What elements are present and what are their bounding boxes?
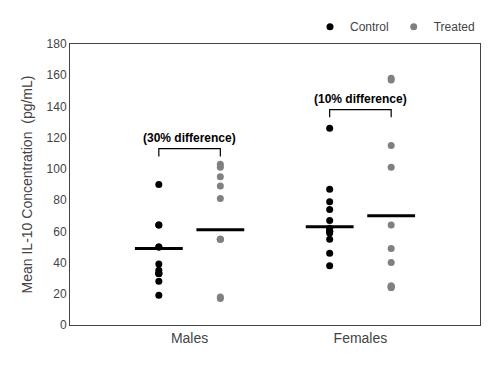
svg-text:0: 0 (60, 318, 67, 332)
svg-text:(10% difference): (10% difference) (314, 92, 407, 106)
svg-text:100: 100 (47, 162, 67, 176)
svg-text:20: 20 (53, 287, 67, 301)
svg-text:(30% difference): (30% difference) (143, 131, 236, 145)
svg-text:180: 180 (47, 37, 67, 51)
svg-text:40: 40 (53, 256, 67, 270)
svg-text:140: 140 (47, 100, 67, 114)
svg-text:60: 60 (53, 225, 67, 239)
svg-text:120: 120 (47, 131, 67, 145)
svg-text:80: 80 (53, 193, 67, 207)
svg-text:160: 160 (47, 68, 67, 82)
svg-text:Mean IL-10 Concentration (pg/: Mean IL-10 Concentration (pg/mL) (19, 76, 35, 294)
svg-text:Treated: Treated (434, 20, 475, 34)
svg-text:Control: Control (350, 20, 389, 34)
svg-text:Males: Males (171, 330, 208, 346)
svg-text:Females: Females (334, 330, 388, 346)
